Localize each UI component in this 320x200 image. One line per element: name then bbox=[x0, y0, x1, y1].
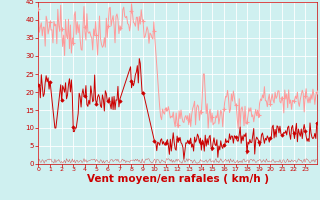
X-axis label: Vent moyen/en rafales ( km/h ): Vent moyen/en rafales ( km/h ) bbox=[87, 174, 268, 184]
